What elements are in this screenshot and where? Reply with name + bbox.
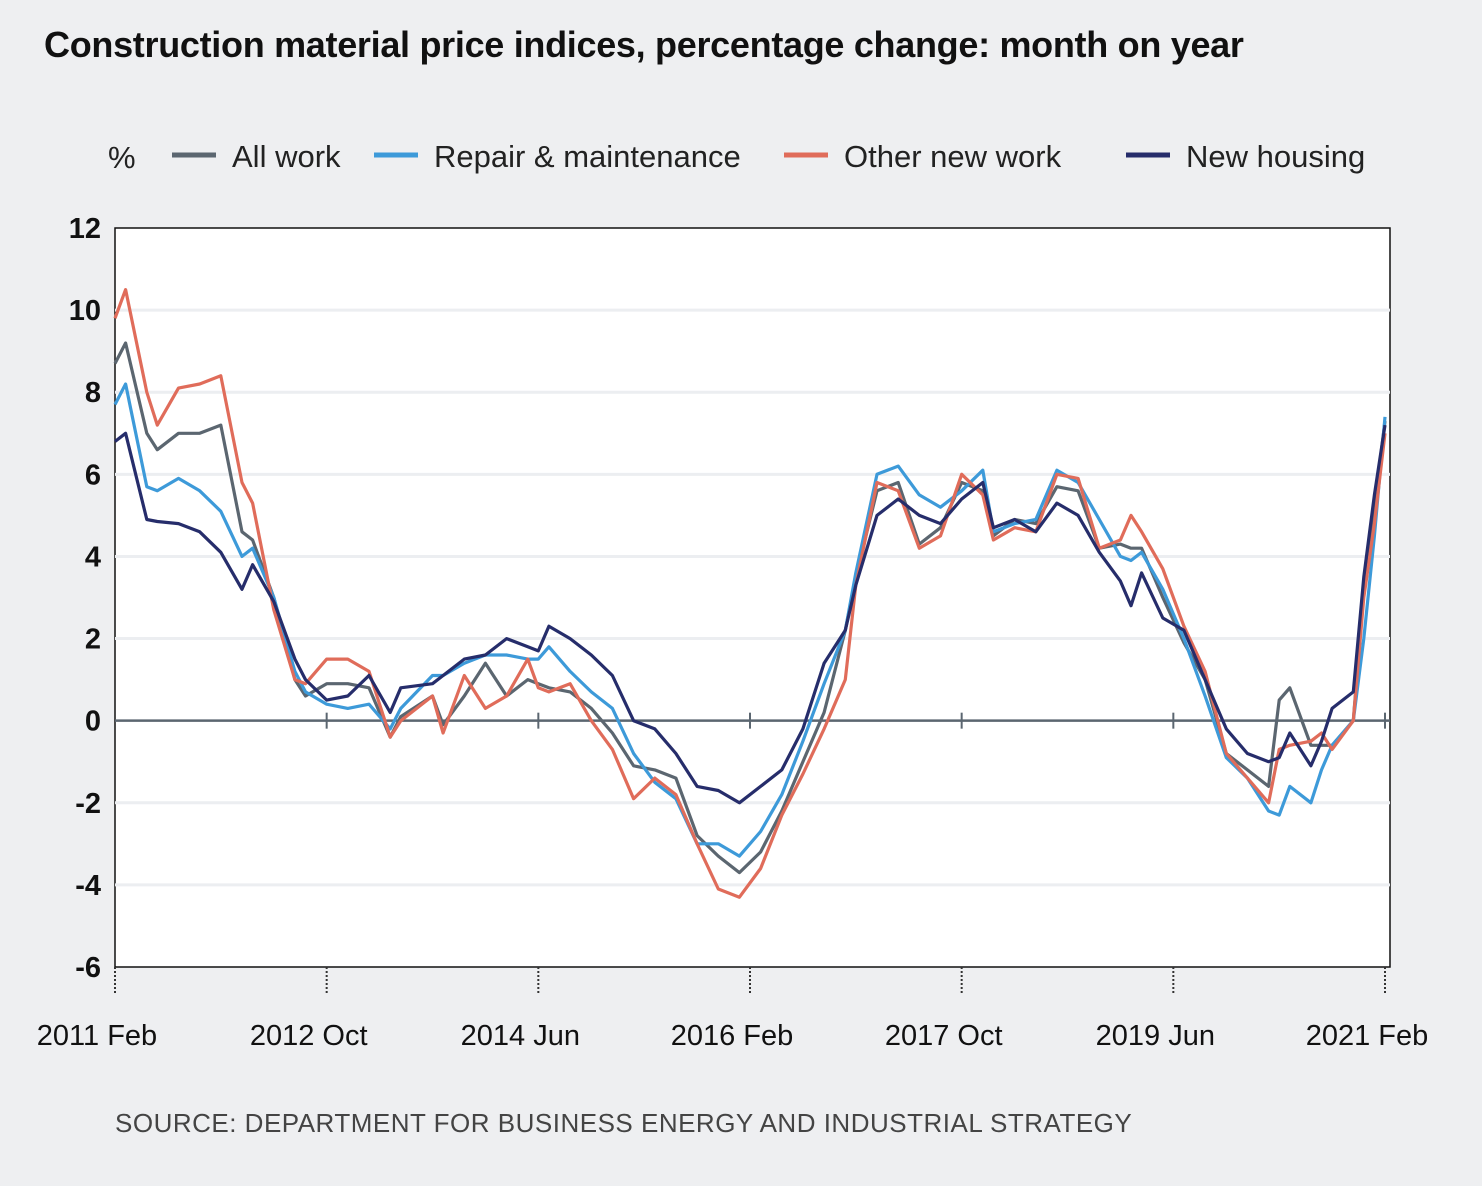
y-tick-label: 0	[85, 706, 101, 738]
chart-title: Construction material price indices, per…	[44, 24, 1244, 65]
y-tick-label: 10	[69, 295, 101, 327]
legend-label: Repair & maintenance	[434, 139, 741, 174]
y-tick-label: -6	[75, 952, 101, 984]
x-tick-label: 2021 Feb	[1306, 1020, 1429, 1052]
x-axis: 2011 Feb 2012 Oct 2014 Jun 2016 Feb 2017 Oct…	[37, 712, 1429, 1052]
legend-label: Other new work	[844, 139, 1062, 174]
x-tick-label: 2011 Feb	[37, 1020, 157, 1052]
legend-item: New housing	[1126, 139, 1365, 174]
y-tick-label: 6	[85, 459, 101, 491]
y-tick-label: 12	[69, 213, 101, 245]
plot-area	[114, 227, 1391, 968]
source-note: SOURCE: DEPARTMENT FOR BUSINESS ENERGY A…	[115, 1108, 1133, 1138]
legend-label: New housing	[1186, 139, 1365, 174]
legend-label: All work	[232, 139, 341, 174]
y-tick-label: -2	[75, 788, 101, 820]
legend-item: Other new work	[784, 139, 1062, 174]
x-tick-label: 2019 Jun	[1096, 1020, 1215, 1052]
x-tick-label: 2012 Oct	[250, 1020, 368, 1052]
legend-item: All work	[172, 139, 341, 174]
x-tick-label: 2014 Jun	[461, 1020, 580, 1052]
series-lines	[113, 288, 1387, 899]
y-tick-label: 4	[85, 541, 101, 573]
x-tick-label: 2016 Feb	[671, 1020, 794, 1052]
y-tick-label: 2	[85, 624, 101, 656]
y-axis: 12 10 8 6 4 2 0 -2 -4 -6	[69, 213, 101, 984]
series-line-other-new-work	[113, 288, 1387, 899]
series-line-new-housing	[114, 424, 1387, 805]
legend: All work Repair & maintenance Other new wo…	[172, 139, 1365, 174]
y-axis-unit-label: %	[108, 140, 136, 175]
legend-item: Repair & maintenance	[374, 139, 741, 174]
x-tick-label: 2017 Oct	[885, 1020, 1003, 1052]
series-line-repair-maintenance	[113, 382, 1387, 858]
y-tick-label: -4	[75, 870, 101, 902]
y-tick-label: 8	[85, 377, 101, 409]
